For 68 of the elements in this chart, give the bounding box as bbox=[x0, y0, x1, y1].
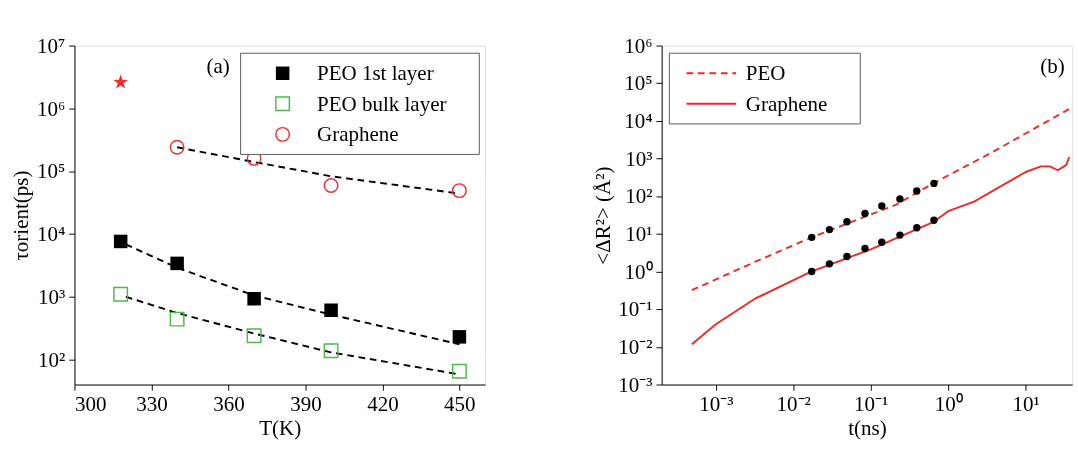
y-tick-label: 10⁴ bbox=[37, 222, 66, 247]
point bbox=[896, 195, 904, 203]
point bbox=[825, 225, 834, 234]
y-axis-title: τorient(ps) bbox=[9, 170, 34, 261]
y-tick-label: 10⁵ bbox=[624, 71, 653, 96]
y-axis-title: <ΔR²> (Å²) bbox=[591, 166, 616, 265]
point bbox=[323, 343, 339, 359]
x-axis-title: T(K) bbox=[259, 415, 302, 440]
legend-label: Graphene bbox=[317, 122, 399, 147]
y-tick-label: 10⁶ bbox=[624, 33, 653, 58]
point bbox=[113, 286, 129, 302]
point bbox=[913, 187, 921, 195]
x-tick-label: 360 bbox=[213, 391, 245, 416]
legend-label: Graphene bbox=[745, 91, 828, 116]
point bbox=[843, 252, 851, 261]
point bbox=[930, 179, 938, 188]
point bbox=[808, 233, 816, 242]
y-tick-label: 10² bbox=[38, 347, 66, 372]
point bbox=[452, 330, 467, 344]
point bbox=[913, 224, 921, 232]
x-tick-label: 10⁻² bbox=[776, 391, 811, 416]
y-tick-label: 10¹ bbox=[625, 222, 653, 247]
x-tick-label: 420 bbox=[367, 391, 399, 416]
x-tick-label: 10⁻¹ bbox=[854, 391, 889, 416]
point bbox=[451, 363, 467, 379]
y-tick-label: 10³ bbox=[625, 146, 653, 171]
point bbox=[247, 291, 261, 306]
point bbox=[113, 234, 128, 249]
point bbox=[843, 218, 851, 226]
point bbox=[324, 303, 338, 317]
y-tick-label: 10² bbox=[625, 184, 653, 209]
point bbox=[246, 328, 262, 344]
annotation: (b) bbox=[1040, 54, 1065, 79]
y-tick-label: 10⁷ bbox=[37, 33, 66, 58]
y-tick-label: 10⁰ bbox=[624, 259, 653, 284]
x-tick-label: 300 bbox=[74, 391, 107, 416]
y-tick-label: 10⁻³ bbox=[618, 372, 653, 397]
point bbox=[451, 183, 467, 199]
x-axis-title: t(ns) bbox=[848, 415, 887, 440]
point bbox=[896, 231, 904, 239]
point bbox=[169, 139, 185, 155]
y-tick-label: 10⁻² bbox=[618, 335, 653, 360]
point bbox=[878, 202, 886, 210]
y-tick-label: 10⁻¹ bbox=[618, 297, 653, 322]
x-tick-label: 10⁻³ bbox=[699, 391, 734, 416]
point bbox=[930, 216, 938, 224]
point bbox=[170, 256, 184, 271]
x-tick-label: 450 bbox=[444, 391, 476, 416]
legend-label: PEO bbox=[745, 60, 786, 85]
point bbox=[825, 260, 834, 268]
point bbox=[861, 244, 869, 253]
x-tick-label: 390 bbox=[290, 391, 322, 416]
y-tick-label: 10³ bbox=[38, 284, 66, 309]
x-tick-label: 10¹ bbox=[1012, 391, 1040, 416]
point bbox=[861, 209, 869, 218]
point bbox=[169, 311, 185, 327]
point bbox=[808, 267, 816, 276]
point bbox=[113, 74, 128, 89]
point bbox=[323, 178, 339, 194]
legend-label: PEO bulk layer bbox=[317, 91, 447, 116]
y-tick-label: 10⁶ bbox=[37, 96, 66, 121]
y-tick-label: 10⁴ bbox=[624, 109, 653, 134]
legend-label: PEO 1st layer bbox=[317, 60, 434, 85]
x-tick-label: 330 bbox=[136, 391, 168, 416]
point bbox=[878, 238, 886, 246]
y-tick-label: 10⁵ bbox=[37, 159, 66, 184]
x-tick-label: 10⁰ bbox=[934, 391, 963, 416]
annotation: (a) bbox=[206, 54, 230, 79]
